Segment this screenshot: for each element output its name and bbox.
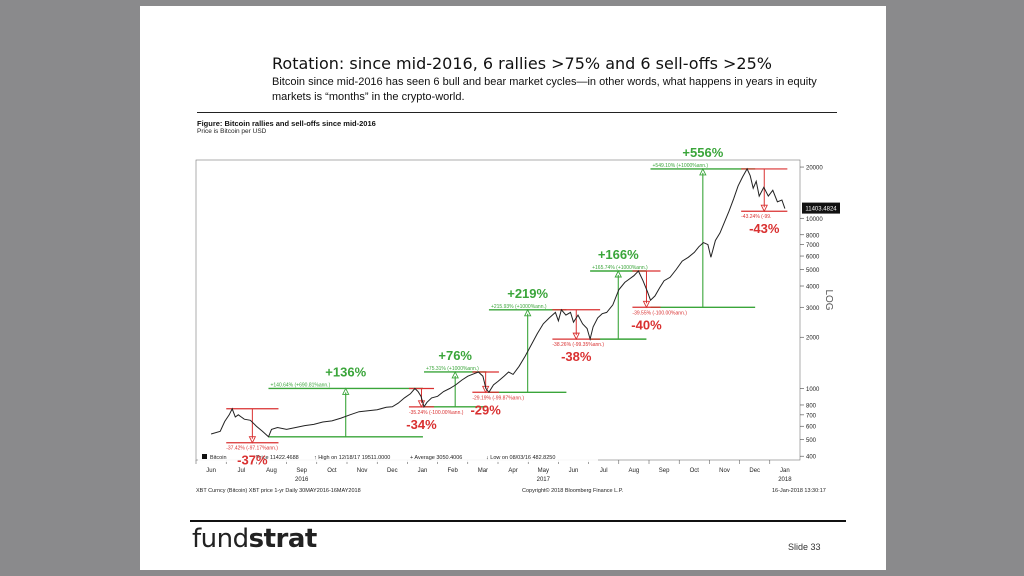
selloff-arrow-head (642, 300, 651, 309)
rally-percent-label: +219% (507, 286, 548, 301)
selloff-arrow-head (572, 332, 580, 341)
rally-arrow-head (614, 270, 622, 278)
x-tick-label: Oct (327, 468, 337, 474)
selloff-arrow-head (760, 204, 768, 213)
y-axis-label: LOG (823, 289, 834, 310)
y-tick-label: 400 (806, 455, 817, 461)
selloff-percent-label: -40% (631, 317, 662, 332)
selloff-arrow-head (248, 436, 257, 444)
x-tick-label: Aug (629, 468, 640, 474)
x-tick-label: Aug (266, 468, 277, 474)
y-tick-label: 500 (806, 438, 817, 444)
x-tick-label: Apr (508, 468, 517, 474)
figure-subtitle: Price is Bitcoin per USD (197, 128, 267, 135)
slide-number: Slide 33 (788, 542, 821, 552)
selloff-detail-label: -29.19% (-99.87%ann.) (472, 395, 524, 401)
bitcoin-price-line (210, 167, 786, 438)
rally-arrow-head (523, 308, 532, 317)
x-tick-label: Jan (418, 468, 428, 474)
legend-series: Bitcoin (210, 455, 227, 461)
rally-detail-label: +75.31% (+1000%ann.) (426, 366, 479, 372)
x-tick-label: Feb (448, 468, 459, 474)
chart-footer-center: Copyright© 2018 Bloomberg Finance L.P. (522, 487, 624, 494)
rally-detail-label: +140.64% (+690.81%ann.) (270, 382, 330, 388)
rally-arrow-head (699, 167, 707, 176)
x-tick-label: Jan (780, 468, 790, 474)
y-tick-label: 700 (806, 413, 817, 419)
x-year-label: 2017 (537, 477, 551, 483)
current-value-label: 11403.4824 (805, 207, 837, 213)
x-tick-label: Sep (296, 468, 307, 474)
rally-percent-label: +136% (325, 364, 366, 379)
y-tick-label: 1000 (806, 387, 820, 393)
chart-footer-left: XBT Curncy (Bitcoin) XBT price 1-yr Dail… (196, 488, 361, 494)
title-divider (197, 112, 837, 113)
y-tick-label: 4000 (806, 285, 820, 291)
selloff-detail-label: -37.42% (-97.17%ann.) (226, 446, 278, 452)
x-year-label: 2016 (295, 477, 309, 483)
rally-percent-label: +166% (598, 247, 639, 262)
legend-swatch (202, 454, 207, 459)
selloff-detail-label: -38.26% (-99.35%ann.) (552, 342, 604, 348)
selloff-percent-label: -37% (237, 453, 268, 468)
rally-arrow-head (451, 370, 459, 379)
legend-high: ↑ High on 12/18/17 19511.0000 (314, 455, 390, 461)
current-value-tag (802, 202, 840, 214)
selloff-detail-label: -39.55% (-100.00%ann.) (632, 310, 687, 316)
logo-text-regular: fund (192, 524, 249, 554)
x-tick-label: Sep (659, 468, 670, 474)
x-tick-label: Jul (600, 468, 608, 474)
x-tick-label: Mar (478, 468, 488, 474)
rally-detail-label: +215.93% (+1000%ann.) (491, 304, 547, 310)
slide-subtitle: Bitcoin since mid-2016 has seen 6 bull a… (272, 76, 817, 103)
x-tick-label: Nov (719, 468, 730, 474)
x-tick-label: Oct (690, 468, 700, 474)
y-tick-label: 3000 (806, 306, 820, 312)
rally-percent-label: +76% (438, 348, 472, 363)
slide: Rotation: since mid-2016, 6 rallies >75%… (140, 6, 886, 570)
rally-arrow-head (341, 387, 350, 395)
y-tick-label: 7000 (806, 243, 820, 249)
x-tick-label: May (538, 468, 549, 474)
selloff-percent-label: -29% (470, 402, 501, 417)
legend-average: + Average 3050.4006 (410, 455, 462, 461)
selloff-detail-label: -43.24% (-99. (741, 214, 771, 220)
legend-background (198, 452, 598, 462)
selloff-percent-label: -38% (561, 349, 592, 364)
y-tick-label: 5000 (806, 268, 820, 274)
x-tick-label: Dec (387, 468, 398, 474)
y-tick-label: 800 (806, 403, 817, 409)
y-tick-label: 600 (806, 425, 817, 431)
rally-percent-label: +556% (682, 145, 723, 160)
slide-title: Rotation: since mid-2016, 6 rallies >75%… (272, 54, 772, 73)
fundstrat-logo: fundstrat (192, 524, 317, 554)
x-tick-label: Jul (237, 468, 245, 474)
logo-text-bold: strat (248, 524, 318, 554)
footer-divider (190, 520, 846, 522)
selloff-detail-label: -35.24% (-100.00%ann.) (409, 410, 464, 416)
rally-detail-label: +165.74% (+1000%ann.) (592, 265, 648, 271)
legend-price: Price 11422.4688 (256, 455, 299, 461)
x-tick-label: Dec (749, 468, 760, 474)
x-tick-label: Jun (569, 468, 579, 474)
y-tick-label: 8000 (806, 233, 820, 239)
y-tick-label: 6000 (806, 255, 820, 261)
selloff-percent-label: -34% (406, 417, 437, 432)
chart-footer-right: 16-Jan-2018 13:30:17 (772, 488, 826, 494)
y-tick-label: 2000 (806, 336, 820, 342)
selloff-percent-label: -43% (749, 221, 780, 236)
x-year-label: 2018 (778, 477, 792, 483)
legend-low: ↓ Low on 08/03/16 482.8250 (486, 455, 555, 461)
x-tick-label: Nov (357, 468, 368, 474)
rally-detail-label: +549.10% (+1000%ann.) (653, 163, 709, 169)
x-tick-label: Jun (206, 468, 216, 474)
figure-title: Figure: Bitcoin rallies and sell-offs si… (197, 119, 376, 128)
y-tick-label: 20000 (806, 166, 823, 172)
y-tick-label: 10000 (806, 217, 823, 223)
